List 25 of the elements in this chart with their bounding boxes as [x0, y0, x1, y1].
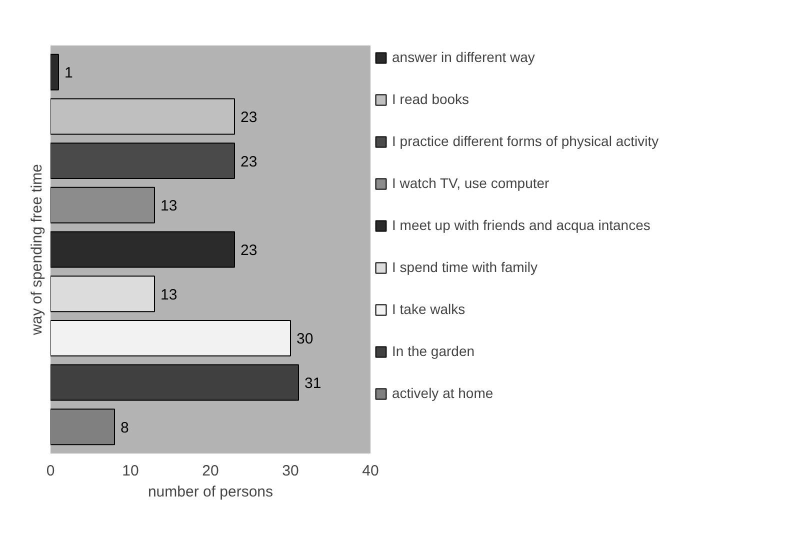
legend-label: I meet up with friends and acqua intances — [392, 217, 650, 233]
data-label: 1 — [64, 64, 73, 82]
legend-label: actively at home — [392, 385, 494, 401]
data-label: 23 — [240, 153, 258, 170]
data-label: 30 — [296, 330, 314, 348]
legend-label: I practice different forms of physical activity — [392, 133, 659, 149]
legend-label: answer in different way — [392, 49, 535, 65]
data-label: 13 — [160, 286, 178, 304]
legend-label: I take walks — [392, 301, 466, 317]
data-label: 23 — [240, 242, 258, 259]
x-tick-label: 30 — [282, 462, 299, 480]
legend-label: I watch TV, use computer — [392, 175, 550, 191]
legend-label: I spend time with family — [392, 259, 538, 275]
data-label: 13 — [160, 198, 178, 215]
x-tick-label: 0 — [46, 462, 55, 480]
x-axis-title: number of persons — [148, 484, 274, 500]
data-label: 31 — [304, 375, 322, 392]
x-tick-label: 40 — [362, 462, 379, 480]
data-label: 23 — [240, 108, 258, 126]
y-axis-title: way of spending free time — [28, 164, 46, 336]
x-tick-label: 20 — [202, 462, 219, 480]
legend-label: I read books — [392, 91, 470, 107]
legend-label: In the garden — [392, 343, 475, 359]
x-tick-label: 10 — [122, 462, 139, 480]
data-label: 8 — [120, 419, 129, 436]
